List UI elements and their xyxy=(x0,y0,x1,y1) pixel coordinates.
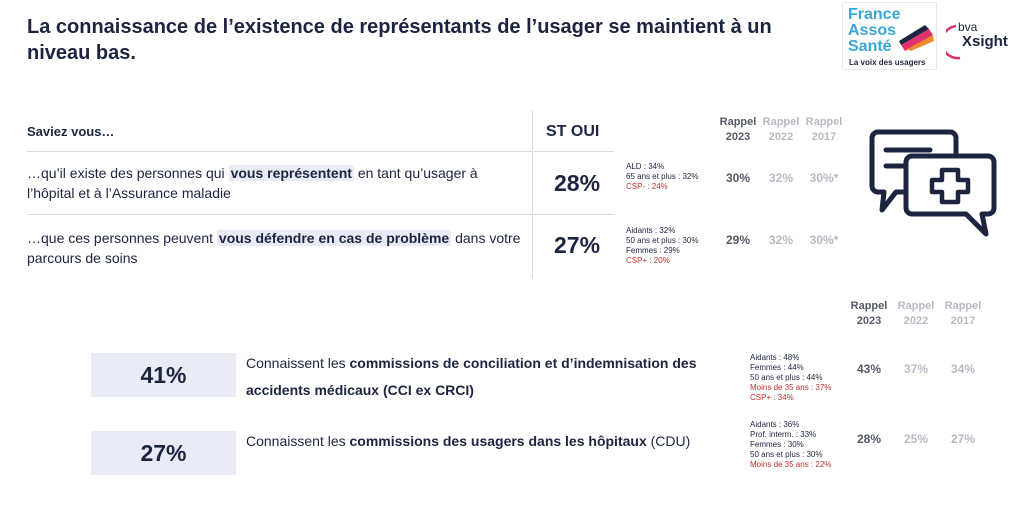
rappel-2022-value: 37% xyxy=(903,362,929,376)
st-oui-header: ST OUI xyxy=(546,123,600,140)
rappel-2023-value: 30% xyxy=(725,171,751,185)
rappel-label: Rappel xyxy=(850,300,888,312)
rappel-2017-header: Rappel 2017 xyxy=(802,115,846,145)
logo-xsight-text: Xsight xyxy=(962,33,1008,50)
rappel-label: Rappel xyxy=(944,300,982,312)
st-oui-value: 27% xyxy=(554,232,601,258)
rappel-year: 2017 xyxy=(811,131,837,143)
cci-description: Connaissent les commissions de conciliat… xyxy=(246,350,741,404)
subgroup-item-negative: CSP+ : 20% xyxy=(626,256,670,265)
rappel-2022-value: 32% xyxy=(768,233,794,247)
subgroup-item-negative: Moins de 35 ans : 37% xyxy=(750,383,832,392)
logo-word-1: France xyxy=(848,6,901,23)
page-title: La connaissance de l’existence de représ… xyxy=(27,16,772,64)
subgroup-details: Aidants : 48% Femmes : 44% 50 ans et plu… xyxy=(750,353,850,403)
subgroup-item: Femmes : 44% xyxy=(750,363,804,372)
cci-awareness-value: 41% xyxy=(91,353,236,397)
question-text: en tant qu’usager à l’hôpital et à l’Ass… xyxy=(27,165,478,201)
rappel-2023-value: 28% xyxy=(856,432,882,446)
rappel-label: Rappel xyxy=(805,116,843,128)
subgroup-item: Aidants : 36% xyxy=(750,420,800,429)
subgroup-item-negative: CSP- : 24% xyxy=(626,182,668,191)
rappel-2022-value: 32% xyxy=(768,171,794,185)
subgroup-details: Aidants : 36% Prof. interm. : 33% Femmes… xyxy=(750,420,850,470)
rappel-2022-header: Rappel 2022 xyxy=(894,299,938,329)
logo-circle-icon xyxy=(946,24,961,60)
rappel-year: 2017 xyxy=(950,315,976,327)
logo-bva-text: bva xyxy=(958,20,978,34)
logo-word-3: Santé xyxy=(848,38,892,55)
rappel-year: 2023 xyxy=(725,131,751,143)
rappel-year: 2022 xyxy=(768,131,794,143)
bva-xsight-logo: bva Xsight xyxy=(946,20,1012,62)
logo-ribbon-icon xyxy=(899,25,934,51)
cdu-description: Connaissent les commissions des usagers … xyxy=(246,428,716,455)
question-text: …qu’il existe des personnes qui xyxy=(27,165,229,181)
rappel-2023-header: Rappel 2023 xyxy=(847,299,891,329)
description-text: Connaissent les xyxy=(246,355,350,371)
rappel-label: Rappel xyxy=(719,116,757,128)
description-text: Connaissent les xyxy=(246,433,350,449)
cdu-awareness-value: 27% xyxy=(91,431,236,475)
rappel-2017-header: Rappel 2017 xyxy=(941,299,985,329)
rappel-year: 2022 xyxy=(903,315,929,327)
question-row-1: …qu’il existe des personnes qui vous rep… xyxy=(27,163,497,203)
subgroup-details: Aidants : 32% 50 ans et plus : 30% Femme… xyxy=(626,226,721,266)
subgroup-item-negative: CSP+ : 34% xyxy=(750,393,794,402)
subgroup-item: 50 ans et plus : 44% xyxy=(750,373,823,382)
medical-chat-bubbles-icon xyxy=(869,129,997,237)
row-divider xyxy=(27,214,532,215)
question-emphasis: vous représentent xyxy=(228,165,354,181)
question-emphasis: vous défendre en cas de problème xyxy=(216,230,452,246)
description-emphasis: commissions de conciliation et d’indemni… xyxy=(246,355,697,398)
subgroup-item: Aidants : 32% xyxy=(626,226,676,235)
row-divider xyxy=(534,214,614,215)
subgroup-item: 50 ans et plus : 30% xyxy=(626,236,699,245)
subgroup-item-negative: Moins de 35 ans : 22% xyxy=(750,460,832,469)
question-header: Saviez vous… xyxy=(27,124,115,139)
rappel-2017-value: 34% xyxy=(950,362,976,376)
rappel-2023-value: 29% xyxy=(725,233,751,247)
france-assos-sante-logo: France Assos Santé La voix des usagers xyxy=(842,2,937,70)
rappel-label: Rappel xyxy=(897,300,935,312)
description-emphasis: commissions des usagers dans les hôpitau… xyxy=(349,433,647,449)
description-text: (CDU) xyxy=(646,433,691,449)
logo-word-2: Assos xyxy=(848,22,897,39)
rappel-2022-header: Rappel 2022 xyxy=(759,115,803,145)
subgroup-item: Prof. interm. : 33% xyxy=(750,430,817,439)
rappel-2023-value: 43% xyxy=(856,362,882,376)
rappel-2017-value: 27% xyxy=(950,432,976,446)
subgroup-item: ALD : 34% xyxy=(626,162,665,171)
subgroup-item: Aidants : 48% xyxy=(750,353,800,362)
rappel-2023-header: Rappel 2023 xyxy=(716,115,760,145)
rappel-2022-value: 25% xyxy=(903,432,929,446)
st-oui-value: 28% xyxy=(554,170,601,196)
rappel-2017-value: 30%* xyxy=(809,233,839,247)
subgroup-details: ALD : 34% 65 ans et plus : 32% CSP- : 24… xyxy=(626,162,721,192)
question-text: dans votre parcours de soins xyxy=(27,230,521,266)
row-divider xyxy=(534,151,614,152)
subgroup-item: Femmes : 29% xyxy=(626,246,680,255)
subgroup-item: 65 ans et plus : 32% xyxy=(626,172,699,181)
column-divider xyxy=(532,110,533,278)
logo-tagline: La voix des usagers xyxy=(849,58,926,67)
subgroup-item: Femmes : 30% xyxy=(750,440,804,449)
rappel-2017-value: 30%* xyxy=(809,171,839,185)
subgroup-item: 50 ans et plus : 30% xyxy=(750,450,823,459)
row-divider xyxy=(27,151,532,152)
rappel-label: Rappel xyxy=(762,116,800,128)
rappel-year: 2023 xyxy=(856,315,882,327)
question-row-2: …que ces personnes peuvent vous défendre… xyxy=(27,228,527,268)
question-text: …que ces personnes peuvent xyxy=(27,230,217,246)
